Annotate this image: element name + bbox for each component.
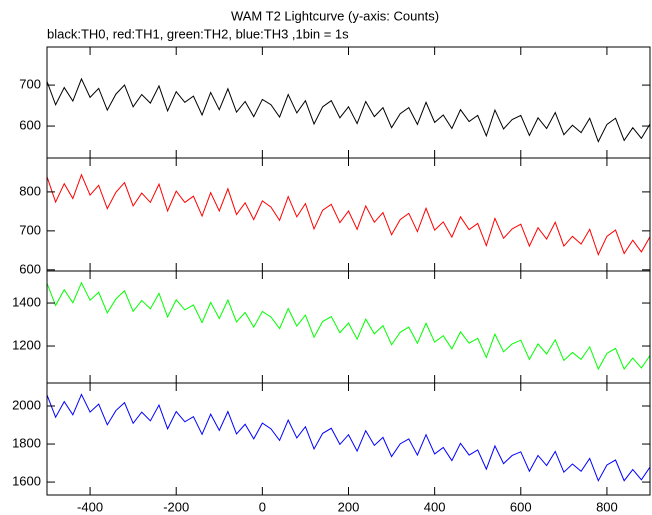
chart-title: WAM T2 Lightcurve (y-axis: Counts) (231, 8, 439, 23)
panel-frame (46, 157, 651, 272)
y-tick-label: 600 (19, 261, 41, 276)
panel-frame (46, 270, 651, 384)
x-tick-label: -200 (163, 499, 189, 514)
y-tick-label: 800 (19, 183, 41, 198)
x-tick-label: -400 (77, 499, 103, 514)
panel-frame (46, 46, 651, 159)
data-line (46, 281, 651, 371)
x-tick-label: 400 (424, 499, 446, 514)
data-line (46, 77, 651, 143)
x-tick-label: 200 (338, 499, 360, 514)
y-tick-label: 2000 (12, 397, 41, 412)
y-tick-label: 1600 (12, 474, 41, 489)
x-tick-label: 800 (596, 499, 618, 514)
x-tick-label: 0 (259, 499, 266, 514)
y-tick-label: 700 (19, 77, 41, 92)
panel-frame (46, 382, 651, 496)
y-tick-label: 600 (19, 117, 41, 132)
data-line (46, 173, 651, 256)
y-tick-label: 700 (19, 222, 41, 237)
data-line (46, 393, 651, 482)
y-tick-label: 1800 (12, 435, 41, 450)
x-tick-label: 600 (510, 499, 532, 514)
chart-subtitle: black:TH0, red:TH1, green:TH2, blue:TH3 … (47, 26, 349, 41)
y-tick-label: 1400 (12, 294, 41, 309)
y-tick-label: 1200 (12, 337, 41, 352)
